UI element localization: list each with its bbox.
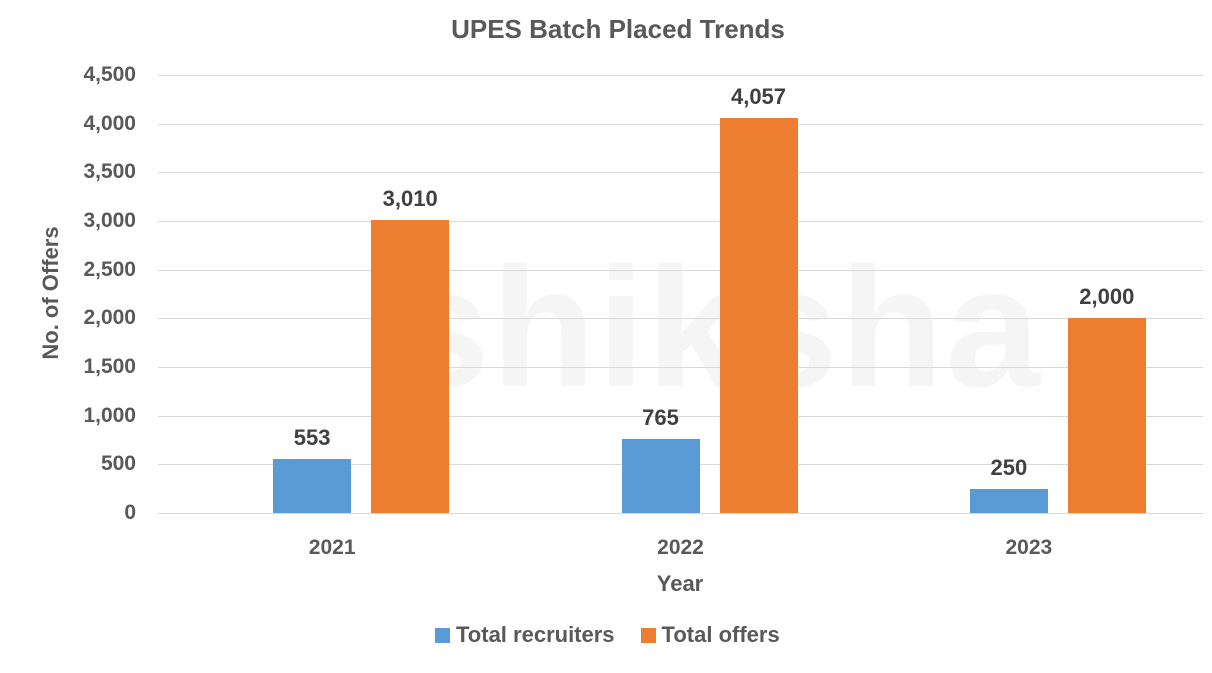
y-tick-label: 2,000: [83, 306, 136, 330]
y-tick-label: 3,000: [83, 209, 136, 232]
legend-item-offers: Total offers: [640, 622, 780, 648]
x-tick-label: 2021: [308, 536, 356, 559]
y-tick-label: 3,500: [83, 160, 136, 184]
y-tick-label: 4,000: [83, 111, 136, 135]
y-tick-label: 4,500: [83, 63, 136, 86]
data-label: 553: [293, 425, 331, 451]
gridline: [158, 318, 1203, 320]
x-tick-label: 2022: [657, 536, 704, 559]
gridline: [158, 123, 1203, 125]
gridline: [158, 172, 1203, 174]
data-label: 4,057: [730, 84, 787, 110]
bar-recruiters-2021: [273, 459, 352, 513]
bar-offers-2021: [371, 220, 450, 513]
gridline: [158, 367, 1203, 368]
y-tick-label: 1,000: [83, 403, 136, 427]
legend-label-offers: Total offers: [661, 622, 780, 647]
y-tick-label: 500: [100, 452, 136, 476]
y-tick-label: 0: [124, 501, 136, 524]
data-label: 2,000: [1079, 284, 1135, 310]
legend-label-recruiters: Total recruiters: [456, 622, 615, 647]
gridline: [158, 269, 1203, 271]
gridline: [158, 415, 1203, 417]
bar-offers-2022: [719, 118, 798, 513]
legend-swatch-offers: [640, 627, 656, 643]
x-tick-label: 2023: [1005, 536, 1053, 559]
legend-swatch-recruiters: [435, 627, 450, 643]
x-axis-label: Year: [656, 571, 704, 596]
bar-recruiters-2022: [621, 438, 700, 513]
y-tick-label: 1,500: [83, 355, 136, 378]
legend: Total recruiters Total offers: [435, 622, 780, 648]
bar-recruiters-2023: [969, 488, 1048, 513]
gridline: [158, 513, 1203, 514]
data-label: 765: [642, 404, 679, 430]
plot-area: 553 3,010 765 4,057 250 2,000: [158, 75, 1203, 514]
gridline: [158, 221, 1203, 222]
gridline: [158, 75, 1203, 76]
y-tick-label: 2,500: [83, 257, 136, 281]
data-label: 3,010: [382, 186, 438, 212]
y-axis-label: No. of Offers: [38, 226, 63, 360]
data-label: 250: [990, 454, 1028, 480]
legend-item-recruiters: Total recruiters: [435, 622, 615, 648]
chart-title: UPES Batch Placed Trends: [451, 14, 785, 44]
bar-offers-2023: [1067, 318, 1146, 513]
